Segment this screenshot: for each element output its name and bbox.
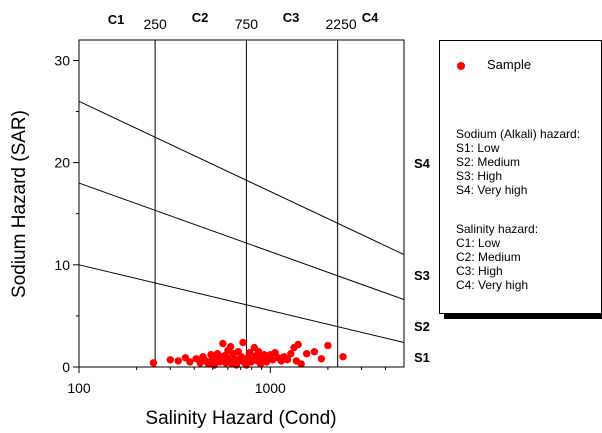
legend: Sample Sodium (Alkali) hazard: S1: Low S…	[439, 40, 602, 319]
sodium-boundary-line	[78, 182, 405, 301]
data-point	[246, 349, 254, 357]
y-axis-title: Sodium Hazard (SAR)	[9, 110, 30, 298]
data-point	[324, 341, 332, 350]
data-point	[219, 339, 227, 348]
data-point	[283, 356, 292, 364]
axis-labels: 0 10 20 30 100 1000 250 750 2250 C1 C2 C3 C4 S1 S2 S3 S4	[54, 10, 430, 396]
y-tick-label: 10	[54, 257, 70, 273]
data-point	[256, 360, 265, 368]
legend-sodium-item: S3: High	[456, 169, 503, 183]
data-point	[237, 353, 245, 361]
data-point	[294, 340, 302, 349]
x-tick-label: 100	[67, 380, 91, 396]
data-point	[255, 348, 263, 356]
legend-box: Sample Sodium (Alkali) hazard: S1: Low S…	[439, 40, 602, 314]
data-point	[226, 342, 235, 351]
legend-salinity-item: C4: Very high	[456, 278, 529, 292]
salinity-class-label: C3	[283, 10, 300, 25]
legend-sample-label: Sample	[487, 57, 532, 72]
data-point	[174, 357, 182, 365]
data-point	[213, 350, 222, 358]
data-point	[297, 360, 305, 368]
legend-salinity-item: C2: Medium	[456, 250, 521, 264]
sodium-class-label: S4	[414, 156, 431, 171]
class-boundary-label: 2250	[326, 16, 357, 32]
data-point	[317, 355, 326, 363]
sample-points	[149, 338, 347, 369]
sample-marker-icon	[457, 62, 465, 70]
data-point	[166, 356, 174, 364]
legend-salinity-title: Salinity hazard:	[456, 222, 539, 236]
salinity-class-label: C2	[192, 10, 209, 25]
legend-sodium-item: S1: Low	[456, 141, 500, 155]
y-tick-label: 20	[54, 155, 70, 171]
legend-sodium-item: S4: Very high	[456, 183, 528, 197]
legend-salinity-item: C1: Low	[456, 236, 501, 250]
x-tick-label: 1000	[255, 380, 286, 396]
plot-area	[78, 39, 405, 368]
salinity-class-label: C1	[108, 12, 125, 27]
data-point	[287, 350, 295, 358]
y-tick-label: 0	[62, 359, 70, 375]
sodium-boundary-line	[78, 264, 405, 343]
legend-salinity-item: C3: High	[456, 264, 503, 278]
sodium-class-label: S2	[414, 319, 430, 334]
data-point	[149, 359, 158, 367]
x-axis-title: Salinity Hazard (Cond)	[145, 408, 336, 429]
axis-ticks	[73, 59, 386, 373]
y-tick-label: 30	[54, 52, 70, 68]
sodium-boundary-line	[78, 100, 405, 256]
data-point	[310, 348, 319, 356]
data-point	[186, 358, 194, 366]
data-point	[303, 350, 311, 358]
data-point	[239, 338, 247, 347]
salinity-class-label: C4	[362, 10, 379, 25]
class-boundary-label: 250	[143, 16, 167, 32]
sodium-class-label: S3	[414, 268, 430, 283]
class-boundary-label: 750	[235, 16, 259, 32]
boundary-lines	[78, 40, 405, 367]
data-point	[339, 353, 347, 361]
sodium-class-label: S1	[414, 350, 430, 365]
data-point	[196, 359, 204, 367]
legend-sodium-title: Sodium (Alkali) hazard:	[456, 127, 581, 141]
legend-sodium-item: S2: Medium	[456, 155, 521, 169]
